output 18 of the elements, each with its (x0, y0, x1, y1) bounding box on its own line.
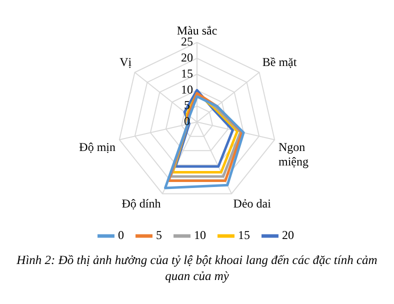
spoke-label: Độ dính (122, 196, 161, 211)
legend-label: 5 (156, 228, 162, 242)
y-tick-label: 25 (181, 34, 193, 49)
legend-label: 10 (194, 228, 206, 242)
y-tick-label: 10 (181, 82, 193, 96)
y-tick-label: 20 (181, 50, 193, 64)
spoke-label: Độ mịn (79, 140, 116, 154)
y-tick-label: 0 (184, 114, 190, 128)
spoke-label: Vị (120, 54, 132, 69)
spoke-label: Ngon miệng (278, 140, 309, 168)
text: Hình 2: Đồ thị ảnh hưởng của tỷ lệ bột khoai lang đến các đặc tính cảm quan của mỳ (16, 252, 378, 284)
spoke-label: Màu sắc (176, 23, 218, 38)
legend-label: 15 (238, 228, 250, 242)
legend-label: 20 (282, 228, 294, 242)
legend-label: 0 (118, 228, 124, 242)
y-tick-label: 15 (181, 66, 193, 80)
spoke-label: Bề mặt (262, 54, 298, 69)
spoke-label: Dẻo dai (233, 196, 272, 211)
